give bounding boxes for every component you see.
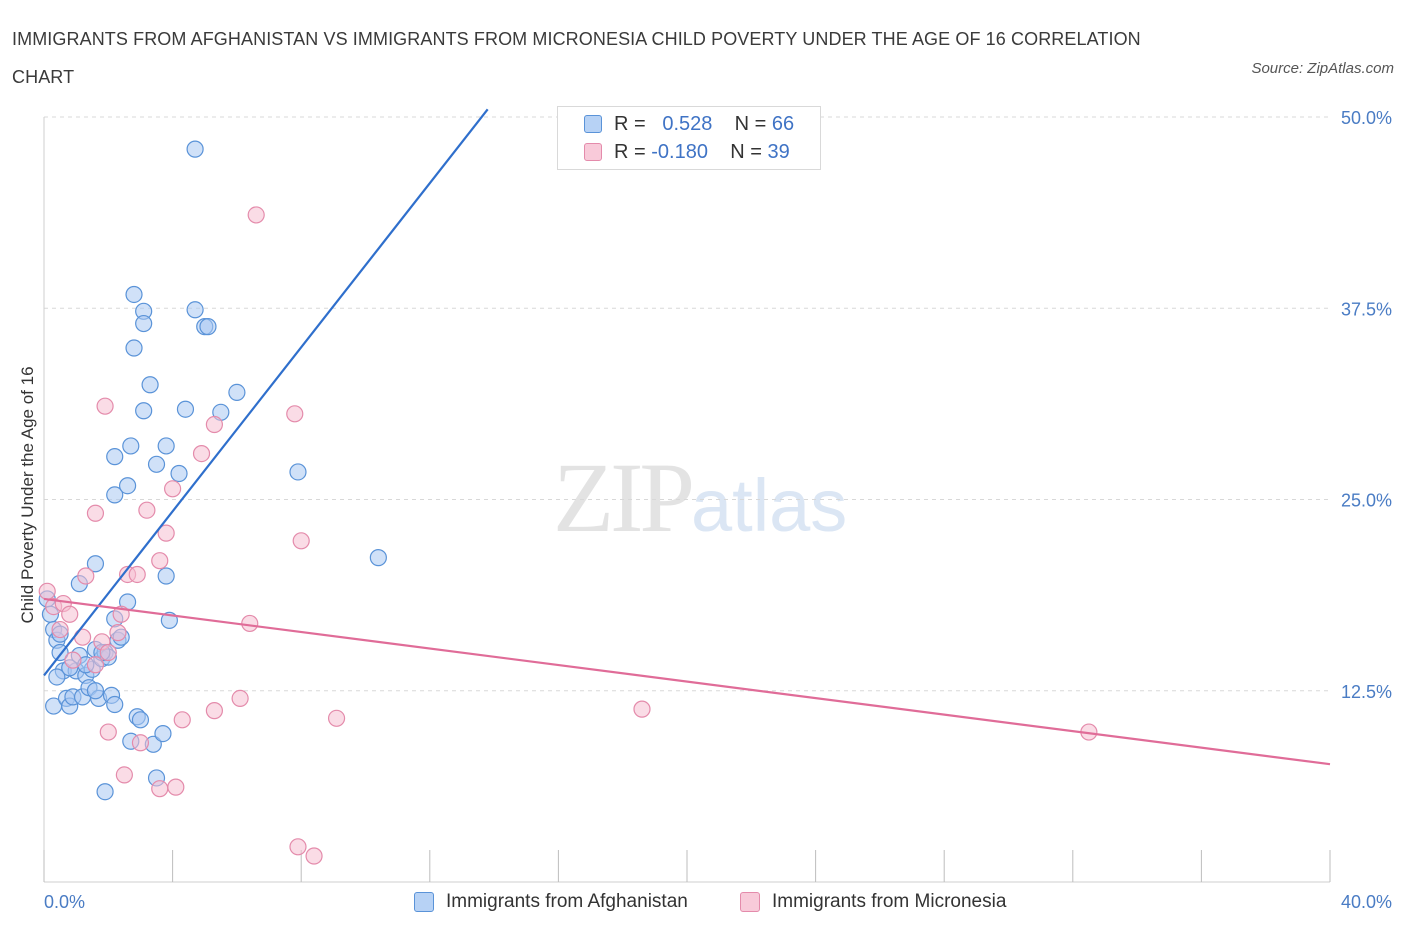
- legend-n-label: N =: [730, 140, 762, 163]
- point-afghanistan: [186, 140, 204, 158]
- point-micronesia: [51, 620, 69, 639]
- x-tick-label: 40.0%: [1341, 892, 1392, 912]
- data-points: [38, 140, 1098, 865]
- point-afghanistan: [135, 402, 153, 420]
- point-micronesia: [138, 501, 156, 519]
- point-afghanistan: [131, 711, 150, 729]
- bottom-legend-micronesia: Immigrants from Micronesia: [740, 888, 1006, 916]
- watermark: ZIPatlas: [553, 440, 847, 555]
- legend-r-value: -0.180: [651, 140, 708, 163]
- point-micronesia: [77, 567, 95, 585]
- legend-r-label: R =: [614, 140, 646, 163]
- point-micronesia: [247, 206, 265, 224]
- point-micronesia: [61, 605, 79, 623]
- point-afghanistan: [118, 477, 137, 495]
- point-afghanistan: [289, 463, 307, 481]
- point-afghanistan: [154, 724, 172, 743]
- point-micronesia: [157, 524, 175, 542]
- point-micronesia: [305, 847, 323, 865]
- grid-lines: [44, 116, 1330, 692]
- legend-n-label: N =: [734, 112, 767, 135]
- point-afghanistan: [141, 376, 159, 394]
- point-micronesia: [231, 689, 249, 708]
- point-micronesia: [164, 480, 182, 498]
- x-tick-label: 0.0%: [44, 892, 85, 912]
- bottom-legend-label: Immigrants from Micronesia: [772, 891, 1007, 912]
- watermark-zip: ZIP: [553, 442, 695, 553]
- bottom-swatch-micronesia: [740, 892, 760, 912]
- point-afghanistan: [157, 437, 175, 455]
- point-afghanistan: [199, 318, 217, 336]
- y-tick-label: 25.0%: [1341, 491, 1392, 511]
- point-afghanistan: [135, 314, 153, 333]
- legend-row-micronesia: R = -0.180 N = 39: [584, 139, 790, 165]
- point-afghanistan: [147, 455, 166, 473]
- legend-swatch-micronesia: [584, 143, 602, 161]
- trend-line-afghanistan: [43, 108, 489, 677]
- point-afghanistan: [86, 682, 105, 700]
- trend-line-micronesia: [43, 597, 1331, 766]
- point-afghanistan: [186, 301, 204, 319]
- point-micronesia: [289, 838, 307, 856]
- trend-lines: [43, 108, 1331, 766]
- point-micronesia: [86, 656, 105, 674]
- legend-n-value: 39: [767, 140, 790, 163]
- point-micronesia: [115, 766, 133, 784]
- legend-r-label: R =: [614, 112, 646, 135]
- y-tick-label: 50.0%: [1341, 108, 1392, 128]
- axes: [43, 117, 1331, 883]
- bottom-swatch-afghanistan: [414, 892, 434, 912]
- point-micronesia: [633, 700, 651, 718]
- point-micronesia: [192, 445, 211, 463]
- point-micronesia: [151, 552, 169, 570]
- point-micronesia: [99, 643, 117, 662]
- point-micronesia: [151, 780, 169, 798]
- legend-row-afghanistan: R = 0.528 N = 66: [584, 111, 794, 137]
- point-micronesia: [173, 711, 191, 729]
- watermark-atlas: atlas: [691, 464, 848, 547]
- point-afghanistan: [125, 285, 143, 304]
- point-afghanistan: [170, 464, 188, 483]
- point-micronesia: [96, 397, 114, 415]
- correlation-legend: R = 0.528 N = 66 R = -0.180 N = 39: [557, 106, 821, 170]
- legend-r-value: 0.528: [662, 112, 713, 135]
- point-afghanistan: [86, 555, 105, 573]
- legend-swatch-afghanistan: [584, 115, 602, 133]
- point-micronesia: [167, 778, 185, 796]
- y-axis-label: Child Poverty Under the Age of 16: [18, 366, 37, 623]
- y-tick-label: 37.5%: [1341, 299, 1392, 319]
- point-afghanistan: [106, 448, 124, 466]
- point-micronesia: [86, 504, 105, 522]
- point-micronesia: [292, 532, 310, 550]
- point-micronesia: [131, 734, 150, 752]
- point-micronesia: [128, 565, 146, 584]
- point-micronesia: [109, 624, 127, 642]
- point-afghanistan: [106, 486, 124, 504]
- axis-labels: 12.5% 25.0% 37.5% 50.0% 0.0% 40.0% Child Pover…: [18, 108, 1392, 912]
- point-micronesia: [99, 723, 117, 741]
- point-afghanistan: [369, 549, 387, 567]
- chart-title: IMMIGRANTS FROM AFGHANISTAN VS IMMIGRANT…: [12, 29, 1141, 87]
- point-afghanistan: [176, 400, 195, 418]
- point-afghanistan: [106, 695, 124, 714]
- point-afghanistan: [157, 567, 175, 585]
- point-micronesia: [286, 405, 304, 423]
- point-micronesia: [64, 651, 82, 669]
- point-micronesia: [205, 415, 223, 434]
- bottom-legend-label: Immigrants from Afghanistan: [446, 891, 688, 912]
- point-micronesia: [38, 582, 56, 600]
- point-micronesia: [327, 709, 346, 727]
- bottom-legend-afghanistan: Immigrants from Afghanistan: [414, 888, 688, 916]
- point-micronesia: [205, 702, 223, 720]
- y-tick-label: 12.5%: [1341, 682, 1392, 702]
- point-afghanistan: [122, 437, 140, 455]
- point-afghanistan: [125, 339, 143, 357]
- source-label: Source: ZipAtlas.com: [1251, 60, 1394, 77]
- point-afghanistan: [48, 668, 66, 686]
- legend-n-value: 66: [771, 112, 795, 135]
- point-afghanistan: [228, 383, 246, 401]
- point-afghanistan: [96, 783, 114, 801]
- point-micronesia: [241, 614, 259, 633]
